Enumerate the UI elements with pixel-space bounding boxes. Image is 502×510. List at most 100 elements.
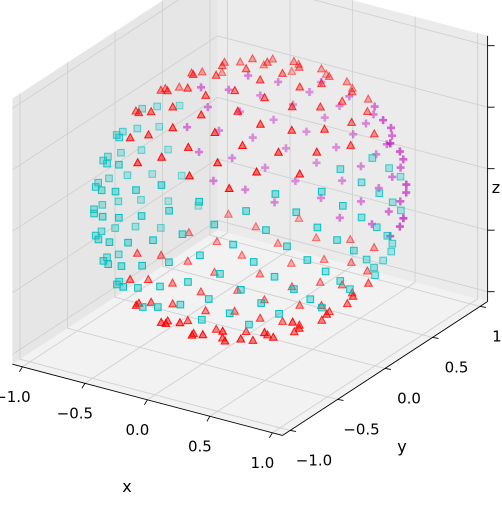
triangle-point — [237, 250, 247, 259]
square-point — [237, 285, 245, 294]
triangle-point — [362, 106, 373, 115]
square-point — [245, 320, 253, 329]
triangle-point — [168, 101, 178, 111]
y-tick-label: 0.5 — [445, 358, 469, 376]
x-tick-mark — [144, 399, 148, 406]
x-tick-label: 0.5 — [188, 437, 212, 455]
x-tick-mark — [269, 432, 273, 439]
square-point — [242, 207, 250, 215]
x-tick-label: −0.5 — [57, 404, 93, 422]
square-point — [115, 160, 123, 169]
square-point — [204, 295, 213, 303]
y-tick-mark — [289, 430, 297, 432]
plus-point — [244, 71, 253, 80]
square-point — [306, 295, 315, 304]
triangle-point — [167, 278, 178, 287]
y-grid-floor — [209, 234, 481, 307]
square-point — [333, 236, 341, 244]
plus-point — [305, 88, 314, 97]
x-tick-label: 0.0 — [125, 421, 149, 439]
triangle-point — [255, 119, 266, 128]
square-point — [313, 223, 322, 232]
triangle-point — [287, 101, 297, 111]
square-point — [303, 256, 312, 264]
x-tick-mark — [19, 366, 23, 373]
square-point — [115, 213, 123, 222]
triangle-point — [317, 315, 327, 324]
plus-point — [399, 214, 408, 223]
z-grid-side — [12, 35, 218, 171]
square-point — [177, 171, 186, 180]
square-point — [368, 154, 377, 162]
z-axis-label: z — [492, 178, 500, 197]
triangle-point — [168, 298, 178, 308]
triangle-point — [346, 140, 356, 149]
triangle-point — [346, 257, 356, 266]
square-point — [357, 178, 366, 187]
square-point — [195, 197, 203, 206]
triangle-point — [183, 142, 193, 151]
plus-point — [374, 183, 383, 192]
square-point — [196, 251, 204, 260]
square-point — [97, 227, 106, 236]
triangle-point — [211, 324, 221, 333]
y-grid-floor — [114, 296, 386, 369]
square-point — [133, 124, 142, 133]
triangle-point — [196, 286, 206, 296]
square-point — [91, 231, 100, 240]
square-point — [336, 277, 345, 285]
z-grid-back — [217, 35, 488, 108]
square-point — [117, 262, 126, 270]
triangle-point — [156, 250, 166, 259]
square-point — [138, 261, 146, 270]
axes-panes — [12, 0, 488, 436]
square-point — [336, 165, 345, 173]
triangle-point — [319, 254, 329, 263]
z-grid-back — [312, 0, 488, 47]
plus-point — [395, 222, 404, 231]
square-point — [216, 270, 224, 278]
triangle-point — [362, 265, 373, 275]
square-point — [249, 258, 258, 266]
triangle-point — [251, 166, 262, 176]
plus-point — [203, 103, 212, 112]
triangle-point — [156, 85, 166, 94]
triangle-point — [168, 122, 178, 132]
triangle-point — [143, 274, 153, 283]
triangle-point — [146, 297, 156, 306]
square-point — [154, 303, 162, 311]
plus-point — [282, 144, 291, 153]
y-axis-line — [282, 301, 488, 436]
triangle-point — [324, 71, 334, 80]
square-point — [111, 224, 119, 232]
x-tick-mark — [81, 383, 86, 389]
triangle-point — [295, 81, 305, 91]
triangle-point — [156, 152, 167, 161]
triangle-point — [295, 168, 305, 178]
plus-point — [402, 180, 411, 189]
square-point — [292, 208, 301, 217]
triangle-point — [183, 83, 193, 92]
square-point — [94, 235, 103, 244]
triangle-point — [187, 330, 197, 339]
square-point — [157, 224, 165, 232]
triangle-point — [286, 258, 296, 267]
triangle-point — [287, 125, 297, 134]
triangle-point — [255, 268, 265, 278]
plus-point — [396, 163, 405, 172]
triangle-point — [251, 221, 261, 231]
square-point — [111, 187, 120, 196]
square-point — [105, 174, 113, 183]
triangle-point — [315, 277, 325, 286]
square-point — [262, 226, 270, 234]
square-point — [371, 271, 379, 280]
data-points — [90, 53, 411, 345]
plus-point — [338, 176, 347, 185]
square-point — [383, 231, 392, 240]
triangle-point — [363, 94, 373, 103]
triangle-point — [197, 66, 207, 76]
plus-point — [384, 207, 393, 216]
square-point — [134, 284, 142, 292]
plus-point — [302, 127, 311, 136]
triangle-point — [132, 248, 142, 257]
